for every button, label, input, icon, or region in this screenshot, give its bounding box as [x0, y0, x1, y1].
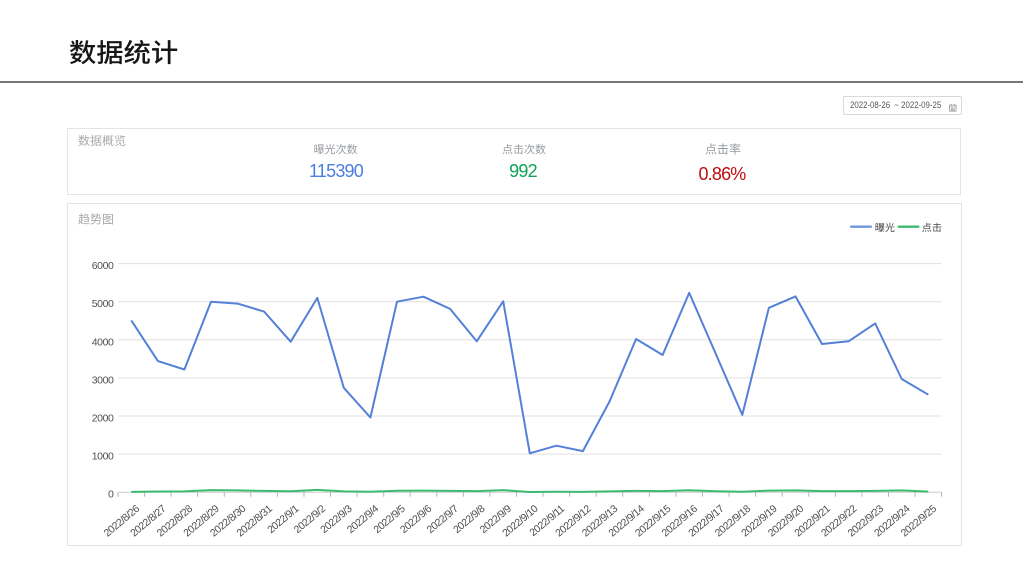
svg-text:4000: 4000 [92, 336, 114, 348]
svg-text:1000: 1000 [92, 451, 114, 463]
svg-text:6000: 6000 [92, 260, 114, 272]
svg-text:2000: 2000 [92, 413, 114, 425]
svg-text:0: 0 [108, 489, 114, 501]
svg-text:5000: 5000 [92, 298, 114, 310]
svg-text:3000: 3000 [92, 374, 114, 386]
